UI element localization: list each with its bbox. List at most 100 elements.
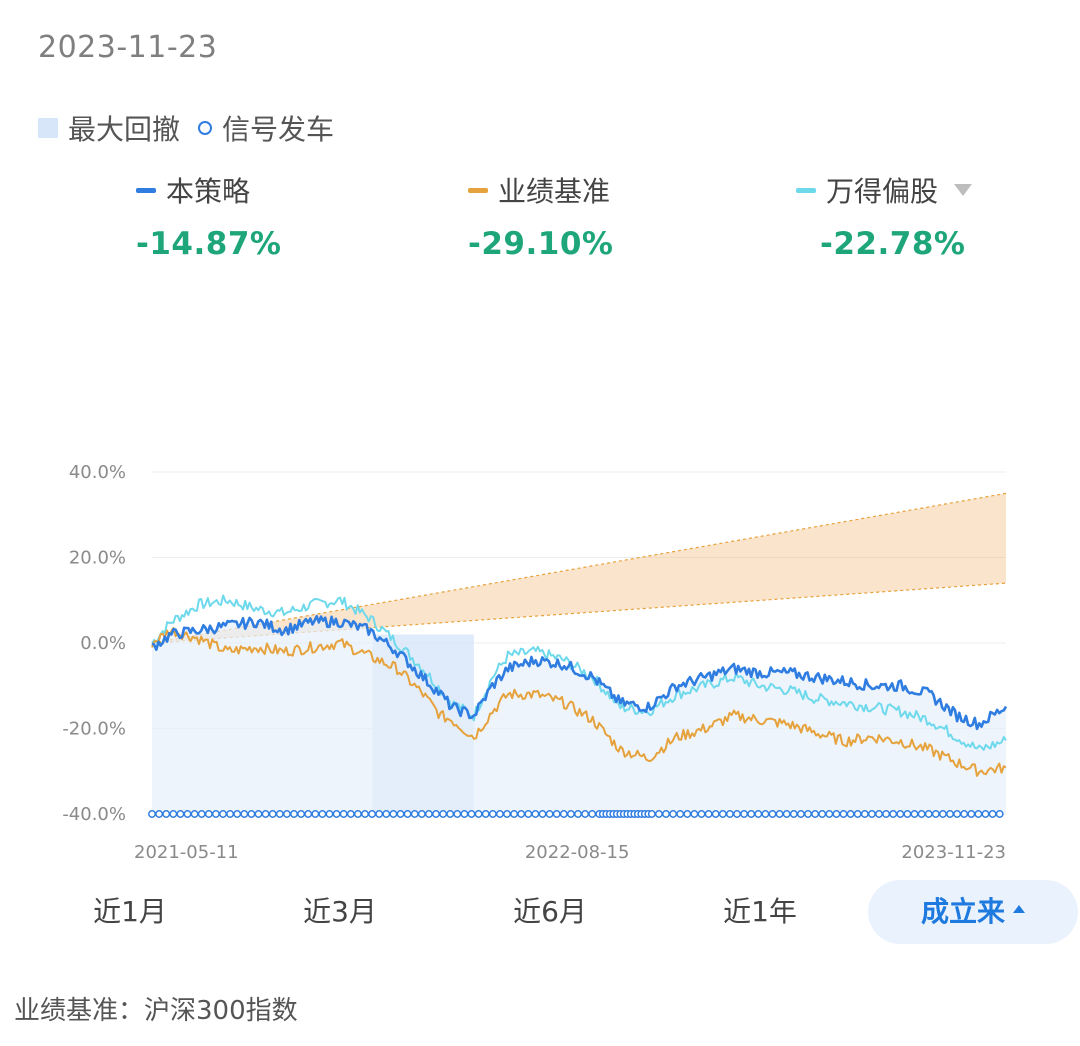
- signal-marker: [361, 810, 369, 818]
- signal-marker: [552, 810, 561, 818]
- x-tick-label: 2022-08-15: [525, 842, 630, 863]
- signal-marker: [453, 810, 462, 818]
- signal-marker: [860, 810, 869, 818]
- signal-marker: [768, 810, 777, 818]
- chart-legend: 最大回撤 信号发车: [38, 108, 334, 148]
- tab-6-months[interactable]: 近6月: [513, 895, 587, 928]
- signal-marker: [938, 810, 947, 818]
- tab-1-year[interactable]: 近1年: [723, 895, 797, 928]
- signal-marker: [796, 810, 805, 818]
- tab-3-months[interactable]: 近3月: [303, 895, 377, 928]
- signal-marker: [924, 810, 933, 818]
- signal-marker: [254, 810, 263, 818]
- signal-marker: [495, 810, 504, 818]
- y-tick-label: -40.0%: [62, 804, 126, 825]
- signal-marker: [733, 810, 741, 818]
- signal-marker: [474, 810, 483, 818]
- signal-marker: [995, 810, 1004, 818]
- signal-marker: [804, 810, 812, 818]
- signal-marker: [740, 810, 749, 818]
- signal-marker: [432, 810, 440, 818]
- signal-marker: [339, 810, 348, 818]
- signal-marker: [325, 810, 334, 818]
- signal-marker: [825, 810, 834, 818]
- signal-marker: [261, 810, 270, 818]
- series-summary-strategy[interactable]: 本策略 -14.87%: [136, 170, 281, 262]
- signal-marker: [662, 810, 670, 818]
- legend-signal-label: 信号发车: [222, 113, 335, 146]
- chart-date: 2023-11-23: [38, 30, 218, 65]
- series-line-wind-index[interactable]: [151, 594, 1007, 751]
- target-band-lower: [151, 582, 1007, 644]
- series-summary-wind-index[interactable]: 万得偏股 -22.78%: [796, 170, 973, 262]
- signal-marker: [353, 810, 362, 818]
- signal-marker: [853, 810, 862, 818]
- line-swatch-icon: [796, 187, 816, 193]
- signal-marker: [282, 810, 291, 818]
- series-line-strategy[interactable]: [151, 614, 1008, 731]
- series-lines: [151, 594, 1008, 777]
- signal-marker: [268, 810, 277, 818]
- signal-marker: [290, 810, 298, 818]
- signal-marker: [581, 810, 590, 818]
- series-value-benchmark: -29.10%: [468, 226, 614, 262]
- series-summary: 本策略 -14.87% 业绩基准 -29.10% 万得偏股 -22.78%: [0, 170, 1080, 280]
- signal-marker: [917, 810, 926, 818]
- signal-marker: [566, 810, 575, 818]
- signal-marker: [247, 810, 256, 818]
- strategy-area-fill: [152, 616, 1006, 814]
- signal-marker: [297, 810, 306, 818]
- line-swatch-icon: [136, 187, 156, 193]
- tab-since-inception[interactable]: 成立来: [868, 880, 1078, 944]
- signal-marker: [903, 810, 912, 818]
- strategy-area: [152, 616, 1006, 814]
- signal-marker: [538, 810, 547, 818]
- triangle-down-icon[interactable]: [954, 184, 973, 196]
- signal-marker: [981, 810, 990, 818]
- signal-marker: [424, 810, 433, 818]
- signal-marker: [725, 810, 734, 818]
- signal-marker: [332, 810, 341, 818]
- target-band: [151, 492, 1007, 644]
- signal-marker: [389, 810, 398, 818]
- x-axis: 2021-05-11 2022-08-15 2023-11-23: [134, 842, 1006, 863]
- signal-marker: [588, 810, 597, 818]
- signal-marker: [439, 810, 448, 818]
- signal-marker: [197, 810, 206, 818]
- signal-marker: [718, 810, 727, 818]
- signal-marker: [811, 810, 820, 818]
- y-tick-label: 20.0%: [69, 548, 126, 569]
- legend-signal[interactable]: 信号发车: [198, 108, 334, 148]
- signal-marker: [875, 810, 883, 818]
- signal-marker: [946, 810, 954, 818]
- signal-marker: [754, 810, 763, 818]
- signal-marker: [524, 810, 533, 818]
- signal-markers: [148, 810, 1004, 818]
- performance-chart[interactable]: 40.0%20.0%0.0%-20.0%-40.0% 2021-05-11 202…: [0, 440, 1080, 870]
- signal-marker: [162, 810, 171, 818]
- signal-marker: [683, 810, 692, 818]
- signal-marker: [318, 810, 327, 818]
- signal-marker: [931, 810, 940, 818]
- signal-marker: [690, 810, 699, 818]
- signal-marker: [446, 810, 455, 818]
- signal-marker: [910, 810, 919, 818]
- legend-max-drawdown[interactable]: 最大回撤: [38, 108, 180, 148]
- signal-marker: [782, 810, 791, 818]
- signal-marker: [647, 810, 656, 818]
- series-value-strategy: -14.87%: [136, 226, 282, 262]
- series-name-wind-index: 万得偏股: [826, 175, 939, 208]
- signal-marker: [889, 810, 898, 818]
- signal-marker: [375, 810, 384, 818]
- series-summary-benchmark[interactable]: 业绩基准 -29.10%: [468, 170, 613, 262]
- series-value-wind-index: -22.78%: [820, 226, 966, 262]
- signal-marker: [183, 810, 192, 818]
- signal-marker: [503, 810, 511, 818]
- signal-marker: [417, 810, 426, 818]
- x-tick-label: 2023-11-23: [901, 842, 1006, 863]
- signal-marker: [410, 810, 419, 818]
- series-name-strategy: 本策略: [166, 175, 251, 208]
- tab-1-month[interactable]: 近1月: [93, 895, 167, 928]
- signal-marker: [882, 810, 891, 818]
- series-line-benchmark[interactable]: [151, 627, 1007, 777]
